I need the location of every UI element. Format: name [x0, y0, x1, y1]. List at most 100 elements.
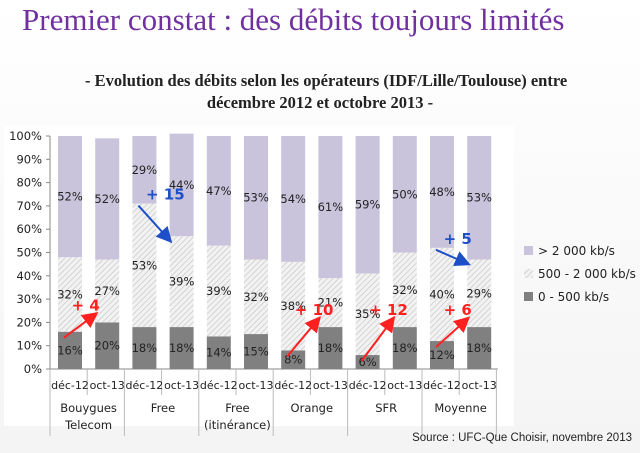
bar-500-2000 [169, 236, 194, 328]
y-tick-label: 20% [16, 315, 42, 329]
y-tick-label: 0% [24, 362, 42, 376]
data-label: 39% [169, 275, 195, 289]
data-label: 53% [243, 191, 269, 205]
data-label: 29% [132, 163, 158, 177]
data-label: 47% [206, 184, 232, 198]
data-label: 53% [132, 258, 158, 272]
change-annotation: + 4 [72, 296, 100, 314]
data-label: 18% [318, 341, 344, 355]
data-label: 38% [280, 299, 306, 313]
data-label: 52% [94, 192, 120, 206]
bar-over-2000 [95, 138, 120, 260]
bar-500-2000 [318, 278, 343, 328]
change-arrow [435, 248, 471, 267]
bar-500-2000 [392, 252, 417, 328]
bar-500-2000 [132, 203, 157, 328]
x-tick-label: déc-12 [349, 379, 387, 392]
bar-0-500 [392, 327, 417, 369]
bar-0-500 [169, 327, 194, 369]
data-label: 20% [94, 339, 120, 353]
data-label: 18% [466, 341, 492, 355]
x-tick-label: déc-12 [423, 379, 461, 392]
bar-over-2000 [132, 136, 157, 204]
bar-500-2000 [467, 259, 492, 328]
x-tick-label: oct-13 [387, 379, 422, 392]
bar-over-2000 [430, 136, 454, 248]
y-tick-label: 60% [16, 222, 42, 236]
change-arrow [63, 312, 99, 339]
data-label: 53% [466, 191, 492, 205]
bar-0-500 [95, 322, 120, 369]
subtitle-line-2: décembre 2012 et octobre 2013 - [206, 93, 434, 112]
x-tick-label: déc-12 [200, 379, 238, 392]
bar-over-2000 [467, 136, 492, 260]
bar-500-2000 [281, 261, 306, 351]
change-annotation: + 5 [444, 230, 472, 248]
x-tick-label: oct-13 [462, 379, 497, 392]
data-label: 18% [169, 341, 195, 355]
data-label: 21% [318, 296, 344, 310]
change-arrow [435, 316, 471, 348]
x-tick-label: déc-12 [51, 379, 89, 392]
data-label: 32% [57, 287, 83, 301]
data-label: 39% [206, 284, 232, 298]
data-label: 40% [429, 287, 455, 301]
chart-subtitle: - Evolution des débits selon les opérate… [0, 70, 640, 114]
group-label: Moyenne [434, 401, 487, 415]
bar-over-2000 [244, 136, 268, 260]
bar-0-500 [132, 327, 157, 369]
data-label: 15% [243, 345, 269, 359]
data-label: 27% [94, 284, 120, 298]
subtitle-line-1: - Evolution des débits selon les opérate… [85, 71, 568, 90]
bar-over-2000 [169, 133, 194, 237]
bar-500-2000 [58, 257, 82, 332]
legend-swatch [524, 246, 533, 255]
source-note: Source : UFC-Que Choisir, novembre 2013 [412, 432, 632, 444]
data-label: 48% [429, 185, 455, 199]
x-tick-label: oct-13 [164, 379, 199, 392]
change-annotation: + 15 [146, 186, 185, 204]
data-label: 12% [429, 348, 455, 362]
group-label: Free [151, 401, 175, 415]
bar-500-2000 [95, 259, 120, 323]
bar-over-2000 [392, 136, 417, 253]
change-annotation: + 6 [444, 301, 472, 319]
data-label: 44% [169, 178, 195, 192]
data-label: 52% [57, 190, 83, 204]
legend-swatch [524, 269, 533, 278]
bar-over-2000 [206, 136, 231, 246]
bar-500-2000 [430, 247, 454, 342]
bar-over-2000 [58, 136, 82, 258]
bar-0-500 [206, 336, 231, 369]
legend-entry: 500 - 2 000 kb/s [538, 267, 636, 281]
bar-0-500 [318, 327, 343, 369]
x-tick-label: déc-12 [274, 379, 312, 392]
bar-0-500 [467, 327, 492, 369]
data-label: 54% [280, 192, 306, 206]
data-label: 35% [355, 307, 381, 321]
bar-500-2000 [206, 245, 231, 337]
y-tick-label: 10% [16, 339, 42, 353]
bar-500-2000 [244, 259, 268, 335]
data-label: 14% [206, 346, 232, 360]
y-tick-label: 90% [16, 152, 42, 166]
data-label: 61% [318, 200, 344, 214]
change-arrow [137, 204, 173, 244]
slide-title: Premier constat : des débits toujours li… [22, 2, 565, 37]
bar-0-500 [58, 331, 82, 369]
data-label: 59% [355, 198, 381, 212]
legend-entry: > 2 000 kb/s [538, 244, 615, 258]
data-label: 18% [132, 341, 158, 355]
group-label: Bouygues [60, 401, 117, 415]
group-label: Orange [291, 401, 334, 415]
x-tick-label: oct-13 [238, 379, 273, 392]
data-label: 16% [57, 343, 83, 357]
data-label: 18% [392, 341, 418, 355]
y-tick-label: 30% [16, 292, 42, 306]
group-label: SFR [375, 401, 397, 415]
data-label: 29% [466, 286, 492, 300]
data-label: 6% [358, 355, 376, 369]
bar-0-500 [355, 355, 380, 369]
y-tick-label: 40% [16, 269, 42, 283]
